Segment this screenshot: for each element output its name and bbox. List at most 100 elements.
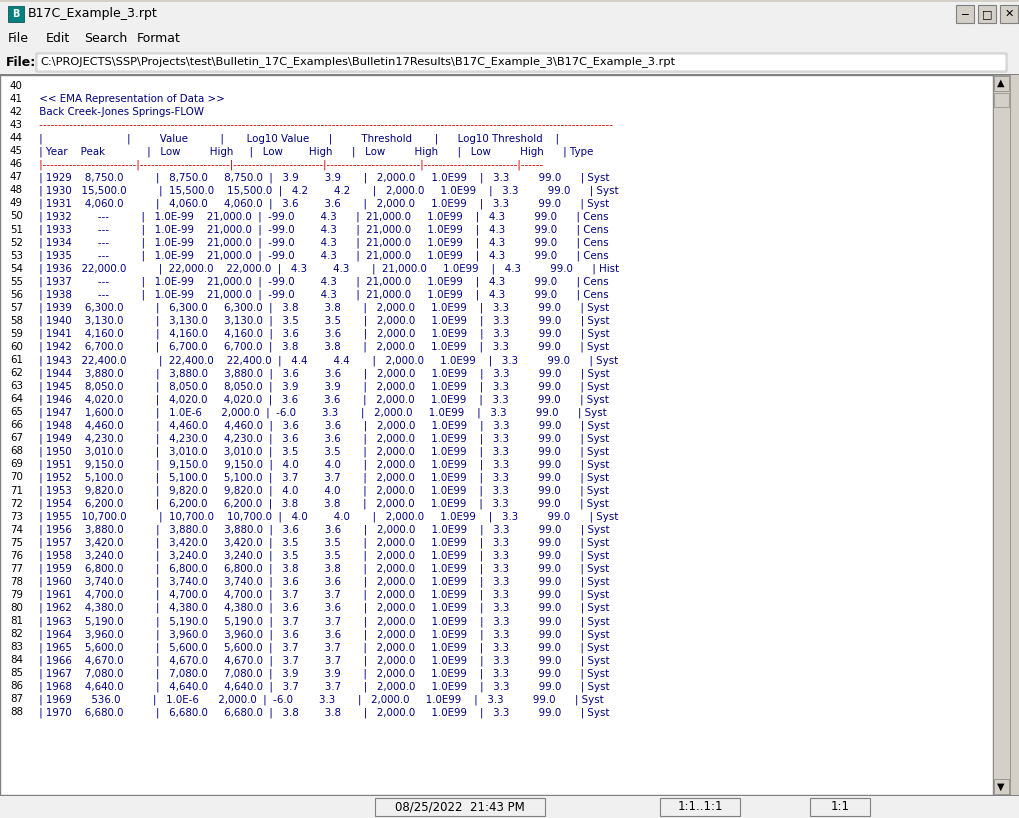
Text: 49: 49 [10,199,23,209]
Text: | 1964    3,960.0          |   3,960.0     3,960.0  |   3.6        3.6       |  : | 1964 3,960.0 | 3,960.0 3,960.0 | 3.6 3… [36,629,609,640]
Bar [993,75,1010,795]
Bar [660,798,740,816]
Text: 42: 42 [10,107,22,117]
Text: | 1932        ---          |   1.0E-99    21,000.0  |  -99.0        4.3      |  : | 1932 --- | 1.0E-99 21,000.0 | -99.0 4.… [36,212,608,222]
Bar [0,0,1019,28]
Text: Back Creek-Jones Springs-FLOW: Back Creek-Jones Springs-FLOW [36,107,204,117]
Bar [810,798,870,816]
Text: 76: 76 [10,551,23,561]
Text: C:\PROJECTS\SSP\Projects\test\Bulletin_17C_Examples\Bulletin17Results\B17C_Examp: C:\PROJECTS\SSP\Projects\test\Bulletin_1… [40,56,676,67]
Text: 83: 83 [10,642,23,652]
Text: | 1959    6,800.0          |   6,800.0     6,800.0  |   3.8        3.8       |  : | 1959 6,800.0 | 6,800.0 6,800.0 | 3.8 3… [36,564,609,574]
Text: 64: 64 [10,394,23,404]
Bar [0,50,1019,51]
Text: 52: 52 [10,237,22,248]
Text: File:: File: [6,56,37,69]
Text: B17C_Example_3.rpt: B17C_Example_3.rpt [28,7,158,20]
Text: Format: Format [137,33,181,46]
Bar [0,28,1019,29]
Text: 85: 85 [10,668,23,678]
Bar [978,5,996,23]
Text: | 1969      536.0          |   1.0E-6      2,000.0  |  -6.0        3.3       |  : | 1969 536.0 | 1.0E-6 2,000.0 | -6.0 3.3… [36,694,603,705]
Text: 62: 62 [10,368,22,378]
Text: 65: 65 [10,407,23,417]
Text: | 1945    8,050.0          |   8,050.0     8,050.0  |   3.9        3.9       |  : | 1945 8,050.0 | 8,050.0 8,050.0 | 3.9 3… [36,381,609,392]
Text: 67: 67 [10,434,23,443]
Text: 80: 80 [10,603,22,613]
Text: | 1940    3,130.0          |   3,130.0     3,130.0  |   3.5        3.5       |  : | 1940 3,130.0 | 3,130.0 3,130.0 | 3.5 3… [36,316,609,326]
Text: | 1946    4,020.0          |   4,020.0     4,020.0  |   3.6        3.6       |  : | 1946 4,020.0 | 4,020.0 4,020.0 | 3.6 3… [36,394,609,405]
Text: 75: 75 [10,537,23,548]
Text: 1:1: 1:1 [830,801,850,813]
Bar [8,6,24,22]
Text: 60: 60 [10,342,22,352]
Text: 74: 74 [10,524,23,535]
Text: 84: 84 [10,655,23,665]
Bar [956,5,974,23]
Text: | 1963    5,190.0          |   5,190.0     5,190.0  |   3.7        3.7       |  : | 1963 5,190.0 | 5,190.0 5,190.0 | 3.7 3… [36,616,609,627]
Text: | 1956    3,880.0          |   3,880.0     3,880.0  |   3.6        3.6       |  : | 1956 3,880.0 | 3,880.0 3,880.0 | 3.6 3… [36,524,609,535]
Text: 70: 70 [10,473,22,483]
Text: 08/25/2022  21:43 PM: 08/25/2022 21:43 PM [395,801,525,813]
Bar [994,76,1009,91]
Text: 86: 86 [10,681,23,691]
Bar [0,50,1019,74]
Text: | 1935        ---          |   1.0E-99    21,000.0  |  -99.0        4.3      |  : | 1935 --- | 1.0E-99 21,000.0 | -99.0 4.… [36,250,608,261]
Text: 50: 50 [10,212,22,222]
Text: | 1936   22,000.0          |  22,000.0    22,000.0  |   4.3        4.3       |  : | 1936 22,000.0 | 22,000.0 22,000.0 | 4.… [36,263,620,274]
Text: | Year    Peak             |   Low         High     |   Low        High      |  : | Year Peak | Low High | Low High | [36,146,593,157]
Text: | 1938        ---          |   1.0E-99    21,000.0  |  -99.0        4.3      |  : | 1938 --- | 1.0E-99 21,000.0 | -99.0 4.… [36,290,608,300]
Text: | 1957    3,420.0          |   3,420.0     3,420.0  |   3.5        3.5       |  : | 1957 3,420.0 | 3,420.0 3,420.0 | 3.5 3… [36,537,609,548]
Text: | 1933        ---          |   1.0E-99    21,000.0  |  -99.0        4.3      |  : | 1933 --- | 1.0E-99 21,000.0 | -99.0 4.… [36,225,608,235]
Text: 87: 87 [10,694,23,704]
Text: 78: 78 [10,577,23,587]
Text: | 1930   15,500.0          |  15,500.0    15,500.0  |   4.2        4.2       |  : | 1930 15,500.0 | 15,500.0 15,500.0 | 4.… [36,186,619,196]
Text: | 1962    4,380.0          |   4,380.0     4,380.0  |   3.6        3.6       |  : | 1962 4,380.0 | 4,380.0 4,380.0 | 3.6 3… [36,603,609,614]
Text: 77: 77 [10,564,23,574]
Text: 54: 54 [10,263,23,274]
Text: 57: 57 [10,303,23,312]
Text: | 1937        ---          |   1.0E-99    21,000.0  |  -99.0        4.3      |  : | 1937 --- | 1.0E-99 21,000.0 | -99.0 4.… [36,276,608,287]
Text: | 1948    4,460.0          |   4,460.0     4,460.0  |   3.6        3.6       |  : | 1948 4,460.0 | 4,460.0 4,460.0 | 3.6 3… [36,420,609,431]
Text: << EMA Representation of Data >>: << EMA Representation of Data >> [36,94,225,104]
Text: 71: 71 [10,486,23,496]
Text: | 1965    5,600.0          |   5,600.0     5,600.0  |   3.7        3.7       |  : | 1965 5,600.0 | 5,600.0 5,600.0 | 3.7 3… [36,642,609,653]
Text: | 1939    6,300.0          |   6,300.0     6,300.0  |   3.8        3.8       |  : | 1939 6,300.0 | 6,300.0 6,300.0 | 3.8 3… [36,303,609,313]
Text: 88: 88 [10,708,23,717]
Text: | 1949    4,230.0          |   4,230.0     4,230.0  |   3.6        3.6       |  : | 1949 4,230.0 | 4,230.0 4,230.0 | 3.6 3… [36,434,609,444]
Text: 73: 73 [10,511,23,522]
Text: ▼: ▼ [998,782,1005,792]
Text: 51: 51 [10,225,23,235]
Text: | 1966    4,670.0          |   4,670.0     4,670.0  |   3.7        3.7       |  : | 1966 4,670.0 | 4,670.0 4,670.0 | 3.7 3… [36,655,609,666]
Text: 79: 79 [10,590,23,600]
Text: 44: 44 [10,133,23,143]
Text: □: □ [981,9,993,19]
Text: | 1951    9,150.0          |   9,150.0     9,150.0  |   4.0        4.0       |  : | 1951 9,150.0 | 9,150.0 9,150.0 | 4.0 4… [36,460,609,470]
Text: File: File [8,33,29,46]
Text: 61: 61 [10,355,23,365]
Text: 66: 66 [10,420,23,430]
Text: | 1954    6,200.0          |   6,200.0     6,200.0  |   3.8        3.8       |  : | 1954 6,200.0 | 6,200.0 6,200.0 | 3.8 3… [36,499,609,509]
Text: 55: 55 [10,276,23,287]
Text: | 1970    6,680.0          |   6,680.0     6,680.0  |   3.8        3.8       |  : | 1970 6,680.0 | 6,680.0 6,680.0 | 3.8 3… [36,708,609,718]
Bar [1000,5,1018,23]
Text: | 1941    4,160.0          |   4,160.0     4,160.0  |   3.6        3.6       |  : | 1941 4,160.0 | 4,160.0 4,160.0 | 3.6 3… [36,329,609,339]
Text: ─: ─ [962,9,968,19]
Bar [36,53,1006,71]
Text: | 1967    7,080.0          |   7,080.0     7,080.0  |   3.9        3.9       |  : | 1967 7,080.0 | 7,080.0 7,080.0 | 3.9 3… [36,668,609,679]
Text: 68: 68 [10,447,23,456]
Text: 81: 81 [10,616,23,626]
Text: 46: 46 [10,160,23,169]
Text: | 1950    3,010.0          |   3,010.0     3,010.0  |   3.5        3.5       |  : | 1950 3,010.0 | 3,010.0 3,010.0 | 3.5 3… [36,447,609,457]
Text: | 1947    1,600.0          |   1.0E-6      2,000.0  |  -6.0        3.3       |  : | 1947 1,600.0 | 1.0E-6 2,000.0 | -6.0 3… [36,407,606,418]
Text: 41: 41 [10,94,23,104]
Text: | 1931    4,060.0          |   4,060.0     4,060.0  |   3.6        3.6       |  : | 1931 4,060.0 | 4,060.0 4,060.0 | 3.6 3… [36,199,609,209]
Text: 40: 40 [10,81,22,91]
Text: 59: 59 [10,329,23,339]
Text: 58: 58 [10,316,23,326]
Text: 48: 48 [10,186,23,196]
Text: | 1934        ---          |   1.0E-99    21,000.0  |  -99.0        4.3      |  : | 1934 --- | 1.0E-99 21,000.0 | -99.0 4.… [36,237,608,248]
Text: | 1960    3,740.0          |   3,740.0     3,740.0  |   3.6        3.6       |  : | 1960 3,740.0 | 3,740.0 3,740.0 | 3.6 3… [36,577,609,587]
Bar [0,795,1019,796]
Text: 69: 69 [10,460,23,470]
